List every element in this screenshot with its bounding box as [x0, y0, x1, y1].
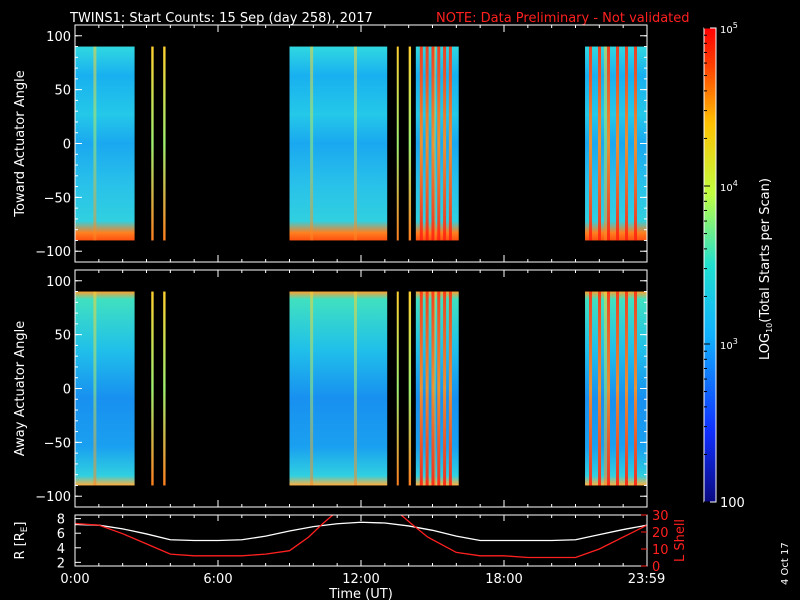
y-tick-label: 0	[63, 138, 71, 153]
y-tick-label: 100	[46, 30, 71, 45]
x-tick-label: 18:00	[485, 572, 522, 587]
r-distance-line	[75, 521, 647, 542]
heatmap-stripe	[616, 291, 620, 486]
y-tick-label: 6	[57, 527, 65, 542]
toward-heatmap-panel: 100 50 0 −50 −100 Toward Actuator Angle	[13, 24, 648, 263]
heatmap-stripe	[425, 46, 429, 241]
x-tick-label: 23:59	[628, 572, 665, 587]
heatmap-stripe	[625, 291, 629, 486]
date-stamp: 4 Oct 17	[780, 542, 791, 585]
heatmap-block	[289, 291, 388, 486]
heatmap-stripe	[425, 291, 429, 486]
heatmap-block	[163, 291, 166, 486]
heatmap-stripe	[589, 46, 593, 241]
heatmap-block	[163, 46, 166, 241]
y-axis-label: Away Actuator Angle	[13, 321, 28, 456]
heatmap-stripe	[598, 46, 602, 241]
colorbar-tick-label: 105	[720, 21, 738, 36]
heatmap-stripe	[93, 46, 97, 241]
y-tick-label: 4	[57, 542, 65, 557]
heatmap-stripe	[634, 291, 638, 486]
heatmap-stripe	[607, 291, 611, 486]
heatmap-stripe	[431, 46, 435, 241]
heatmap-stripe	[625, 46, 629, 241]
y-tick-label: 100	[46, 275, 71, 290]
heatmap-stripe	[598, 291, 602, 486]
x-tick-label: 0:00	[60, 572, 89, 587]
y2-tick-label: 10	[652, 543, 669, 558]
y2-tick-label: 30	[652, 509, 669, 524]
x-tick-label: 6:00	[203, 572, 232, 587]
heatmap-stripe	[93, 291, 97, 486]
y-tick-label: 2	[57, 556, 65, 571]
colorbar-label: LOG10(Total Starts per Scan)	[758, 178, 774, 360]
heatmap-block	[408, 291, 412, 486]
heatmap-stripe	[310, 291, 314, 486]
heatmap-stripe	[443, 46, 447, 241]
heatmap-stripe	[448, 46, 452, 241]
y-tick-label: 0	[63, 383, 71, 398]
heatmap-block	[151, 291, 154, 486]
y2-tick-label: 0	[652, 560, 660, 575]
l-shell-line	[75, 515, 647, 559]
heatmap-block	[75, 291, 135, 486]
heatmap-block	[151, 46, 154, 241]
colorbar-tick-label: 100	[720, 496, 745, 511]
y-tick-label: 50	[54, 329, 71, 344]
colorbar-tick-label: 104	[720, 179, 738, 194]
heatmap-block	[396, 291, 399, 486]
heatmap-stripe	[616, 46, 620, 241]
heatmap-stripe	[419, 291, 423, 486]
y-tick-label: −50	[44, 436, 71, 451]
chart-title: TWINS1: Start Counts: 15 Sep (day 258), …	[69, 11, 373, 26]
away-heatmap-panel: 100 50 0 −50 −100 Away Actuator Angle	[13, 269, 648, 508]
colorbar-tick-label: 103	[720, 337, 738, 352]
colorbar: 100 103 104 105 LOG10(Total Starts per Scan…	[703, 21, 774, 511]
heatmap-stripe	[437, 46, 441, 241]
heatmap-stripe	[310, 46, 314, 241]
y-tick-label: −50	[44, 191, 71, 206]
heatmap-stripe	[604, 46, 608, 241]
heatmap-stripe	[419, 46, 423, 241]
heatmap-block	[289, 46, 388, 241]
data-note: NOTE: Data Preliminary - Not validated	[436, 11, 690, 26]
heatmap-stripe	[604, 291, 608, 486]
heatmap-stripe	[353, 291, 357, 486]
y-tick-label: −100	[35, 490, 71, 505]
heatmap-block	[75, 46, 135, 241]
y-tick-label: 50	[54, 84, 71, 99]
y2-axis-label: L Shell	[673, 519, 688, 562]
heatmap-stripe	[607, 46, 611, 241]
heatmap-stripe	[437, 291, 441, 486]
heatmap-stripe	[589, 291, 593, 486]
heatmap-stripe	[353, 46, 357, 241]
y-tick-label: −100	[35, 245, 71, 260]
x-tick-label: 12:00	[342, 572, 379, 587]
heatmap-stripe	[634, 46, 638, 241]
y2-tick-label: 20	[652, 526, 669, 541]
heatmap-block	[408, 46, 412, 241]
y-axis-label: R [RE]	[13, 521, 30, 559]
heatmap-stripe	[443, 291, 447, 486]
x-axis-label: Time (UT)	[328, 587, 393, 600]
y-tick-label: 8	[57, 513, 65, 528]
colorbar-gradient	[704, 28, 716, 502]
y-axis-label: Toward Actuator Angle	[13, 70, 28, 217]
heatmap-stripe	[448, 291, 452, 486]
heatmap-block	[396, 46, 399, 241]
heatmap-stripe	[431, 291, 435, 486]
